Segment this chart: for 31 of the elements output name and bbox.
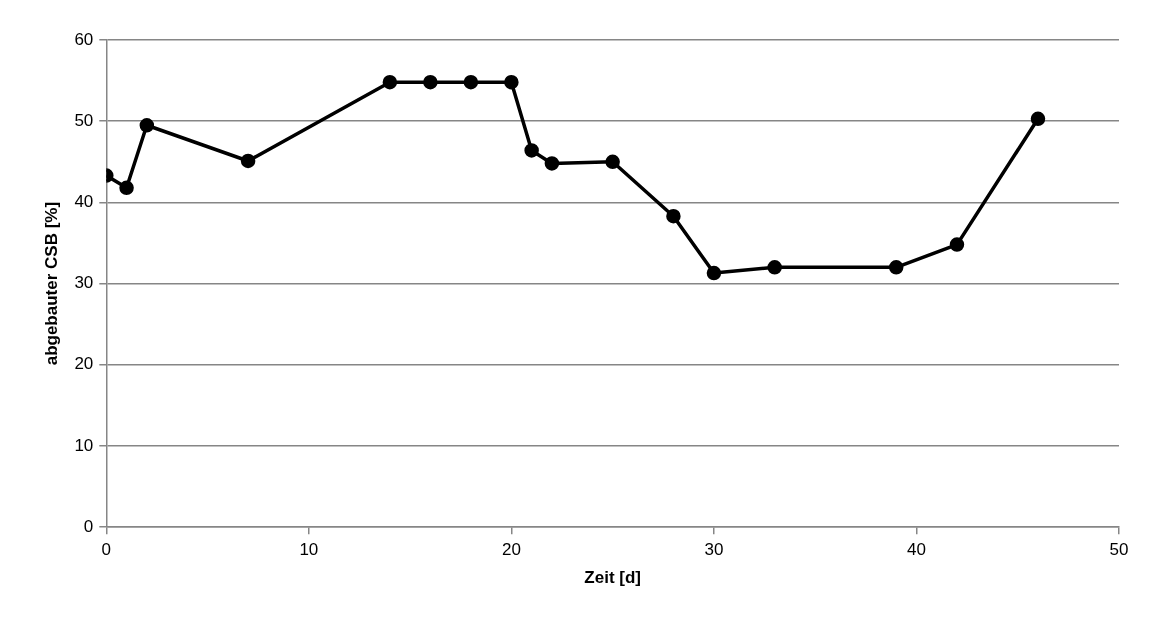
x-tick-label: 30 <box>704 540 724 560</box>
point <box>119 180 134 196</box>
point <box>1030 111 1046 127</box>
y-tick-label: 10 <box>74 435 94 455</box>
y-tick-label: 30 <box>74 273 94 293</box>
x-tick-label: 0 <box>101 540 112 560</box>
point <box>605 154 620 170</box>
y-tick-label: 0 <box>83 516 94 536</box>
x-tick-label: 20 <box>501 540 521 560</box>
y-tick-label: 20 <box>74 354 94 374</box>
point <box>666 208 681 224</box>
y-tick-label: 50 <box>74 110 94 130</box>
y-tick-label: 60 <box>74 29 94 49</box>
point <box>888 260 904 275</box>
point <box>382 74 398 90</box>
y-axis-title: abgebauter CSB [%] <box>41 201 61 366</box>
x-tick-label: 50 <box>1109 540 1129 560</box>
point <box>706 265 722 281</box>
x-tick-label: 40 <box>907 540 926 560</box>
point <box>544 156 560 171</box>
point <box>504 74 519 90</box>
point <box>463 74 479 90</box>
point <box>139 118 155 133</box>
y-tick-label: 40 <box>74 192 94 212</box>
point <box>423 74 438 90</box>
x-axis-title: Zeit [d] <box>584 568 641 588</box>
x-tick-label: 10 <box>299 540 319 560</box>
point <box>767 260 782 275</box>
point <box>240 153 256 169</box>
point <box>949 237 965 252</box>
point <box>524 143 539 158</box>
